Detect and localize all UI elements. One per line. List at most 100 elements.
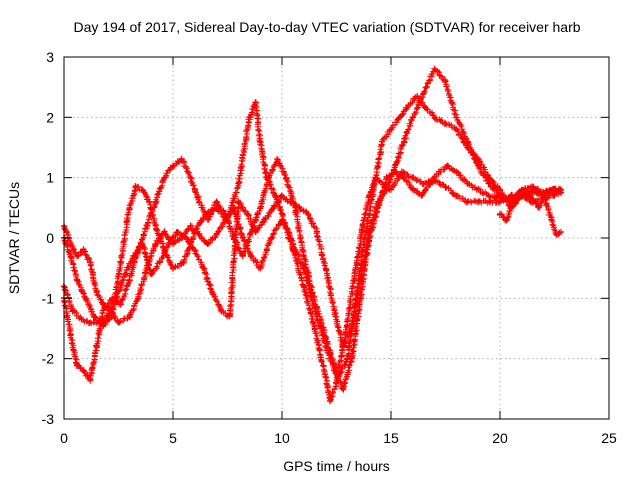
data-point bbox=[152, 241, 159, 248]
data-point bbox=[261, 216, 268, 223]
x-tick-label: 5 bbox=[169, 430, 177, 446]
data-point bbox=[257, 204, 264, 211]
data-point bbox=[80, 247, 87, 254]
data-point bbox=[300, 253, 307, 260]
data-point bbox=[431, 114, 438, 121]
data-point bbox=[279, 210, 285, 217]
data-point bbox=[257, 138, 264, 145]
data-point bbox=[409, 186, 416, 193]
data-point bbox=[139, 186, 146, 193]
data-point bbox=[340, 385, 347, 392]
data-point bbox=[87, 376, 94, 383]
data-point bbox=[486, 192, 493, 199]
data-point bbox=[135, 295, 142, 302]
data-point bbox=[558, 189, 565, 196]
data-point bbox=[239, 253, 246, 260]
data-point bbox=[244, 210, 251, 217]
data-point bbox=[204, 241, 211, 248]
data-point bbox=[274, 156, 281, 163]
data-point bbox=[464, 180, 471, 187]
data-point bbox=[279, 216, 285, 223]
data-point bbox=[174, 228, 181, 235]
data-point bbox=[187, 174, 194, 181]
x-axis-label: GPS time / hours bbox=[283, 458, 390, 474]
data-point bbox=[309, 289, 316, 296]
data-point bbox=[453, 126, 460, 133]
data-point bbox=[204, 216, 211, 223]
data-point bbox=[431, 66, 438, 73]
chart-title: Day 194 of 2017, Sidereal Day-to-day VTE… bbox=[73, 19, 580, 35]
data-point bbox=[322, 373, 329, 380]
data-point bbox=[305, 210, 312, 217]
data-point bbox=[248, 253, 255, 260]
data-point bbox=[388, 126, 394, 133]
data-point bbox=[486, 198, 493, 205]
data-point bbox=[187, 222, 194, 229]
data-layer bbox=[60, 65, 565, 405]
data-point bbox=[130, 253, 137, 260]
data-point bbox=[87, 259, 94, 266]
data-point bbox=[374, 198, 381, 205]
data-point bbox=[180, 259, 187, 266]
data-point bbox=[435, 168, 442, 175]
data-point bbox=[497, 210, 503, 217]
data-point bbox=[442, 78, 449, 85]
data-point bbox=[268, 235, 275, 241]
data-point bbox=[87, 319, 94, 326]
data-point bbox=[78, 316, 85, 323]
data-point bbox=[283, 174, 290, 181]
data-point bbox=[442, 183, 449, 190]
data-point bbox=[427, 180, 434, 187]
x-tick-label: 15 bbox=[383, 430, 399, 446]
data-point bbox=[409, 174, 416, 181]
data-point bbox=[95, 319, 102, 326]
data-point bbox=[540, 192, 547, 199]
data-point bbox=[170, 265, 176, 272]
data-point bbox=[558, 228, 565, 235]
data-point bbox=[357, 277, 364, 284]
data-point bbox=[322, 265, 329, 272]
data-point bbox=[335, 373, 342, 380]
data-point bbox=[74, 277, 81, 284]
data-point bbox=[527, 192, 534, 199]
data-point bbox=[104, 313, 111, 320]
data-point bbox=[196, 198, 203, 205]
data-point bbox=[209, 289, 216, 296]
data-point bbox=[350, 277, 357, 284]
data-point bbox=[93, 289, 100, 296]
data-point bbox=[497, 192, 503, 199]
data-point bbox=[67, 253, 74, 260]
data-point bbox=[213, 198, 220, 205]
data-point bbox=[344, 355, 351, 362]
data-point bbox=[183, 235, 190, 241]
x-tick-label: 10 bbox=[274, 430, 290, 446]
data-point bbox=[453, 114, 460, 121]
data-point bbox=[383, 174, 390, 181]
data-point bbox=[132, 183, 139, 190]
data-point bbox=[300, 283, 307, 290]
data-point bbox=[420, 180, 427, 187]
data-point bbox=[551, 192, 558, 199]
data-point bbox=[213, 231, 220, 238]
data-point bbox=[318, 319, 325, 326]
data-point bbox=[418, 192, 425, 199]
series-curve-e bbox=[496, 186, 565, 238]
data-point bbox=[475, 186, 482, 193]
x-tick-label: 20 bbox=[492, 430, 508, 446]
data-point bbox=[257, 265, 264, 272]
data-point bbox=[348, 325, 355, 332]
tick-layer: 0 5 10 15 20 25 -3 -2 -1 0 1 2 3 bbox=[42, 49, 617, 446]
data-point bbox=[510, 198, 517, 205]
data-point bbox=[115, 319, 122, 326]
data-point bbox=[93, 343, 100, 350]
data-point bbox=[279, 192, 285, 199]
data-point bbox=[74, 361, 81, 368]
data-point bbox=[272, 192, 279, 199]
data-point bbox=[161, 228, 168, 235]
data-point bbox=[311, 325, 318, 332]
data-point bbox=[379, 138, 386, 145]
data-point bbox=[420, 90, 427, 97]
data-point bbox=[529, 183, 536, 190]
data-point bbox=[156, 259, 163, 266]
